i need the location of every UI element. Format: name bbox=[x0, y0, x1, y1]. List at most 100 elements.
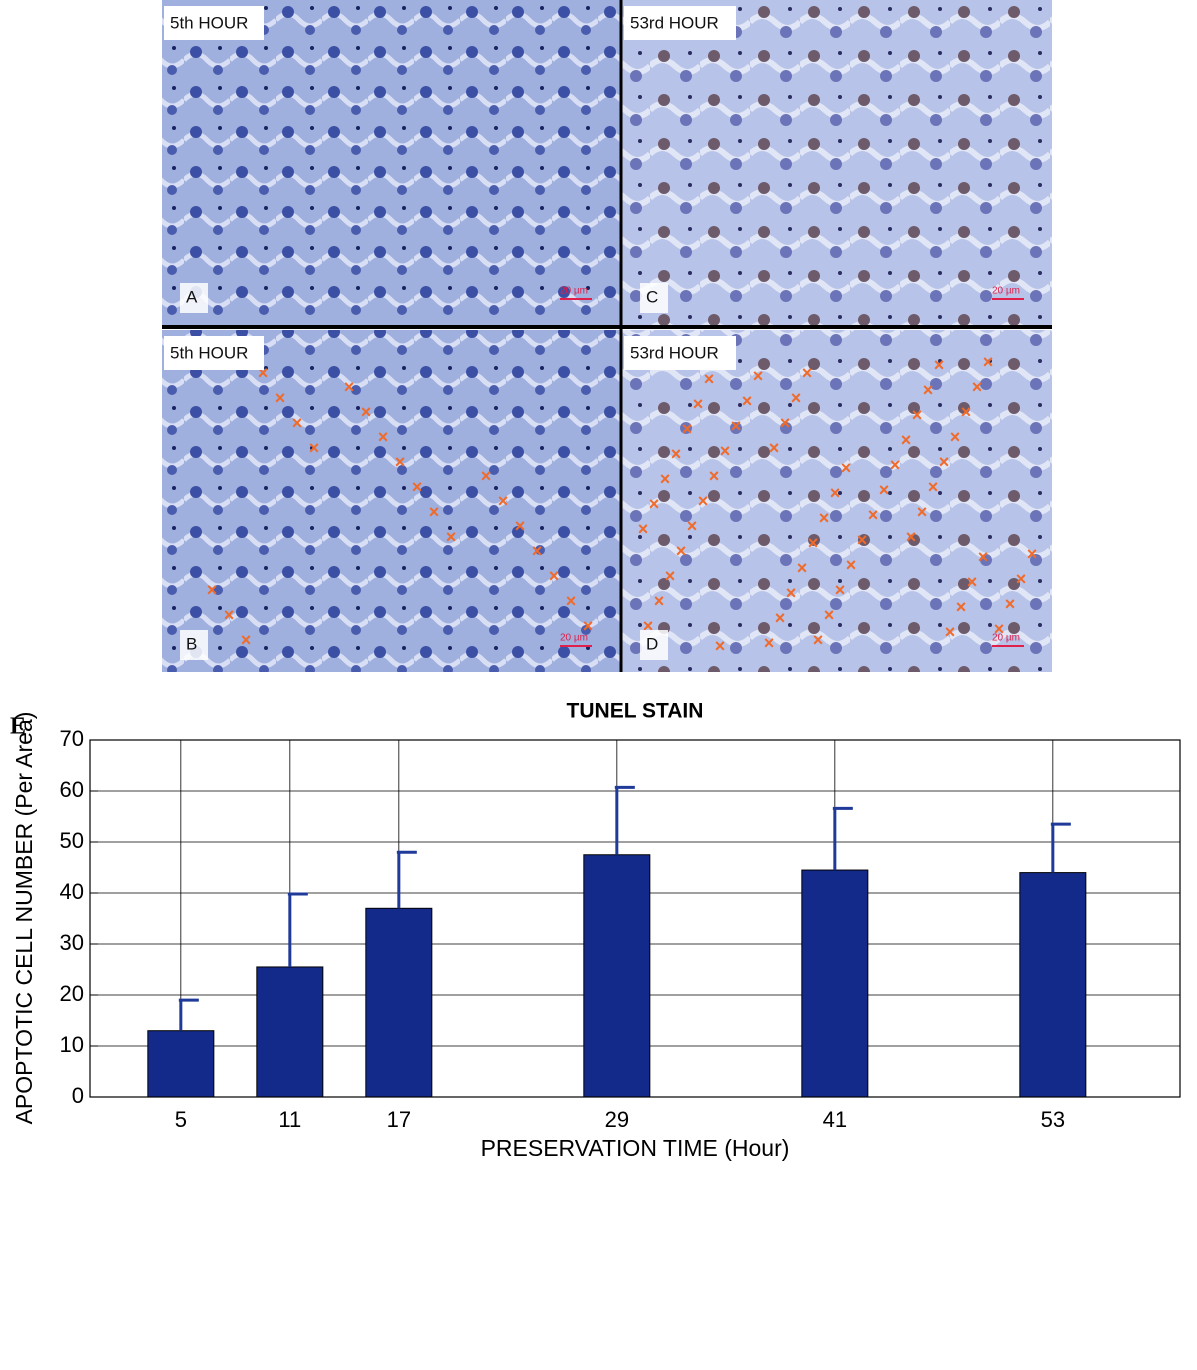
x-marker: × bbox=[412, 477, 423, 497]
x-marker: × bbox=[841, 458, 852, 478]
panel-letter: C bbox=[646, 287, 658, 306]
x-marker: × bbox=[742, 391, 753, 411]
time-label-bg bbox=[164, 6, 264, 40]
x-tick-label: 17 bbox=[387, 1107, 411, 1132]
x-marker: × bbox=[769, 438, 780, 458]
x-marker: × bbox=[813, 630, 824, 650]
x-marker: × bbox=[378, 427, 389, 447]
x-marker: × bbox=[819, 508, 830, 528]
micrograph bbox=[622, 330, 1052, 672]
x-marker: × bbox=[830, 483, 841, 503]
scale-label: 20 µm bbox=[992, 286, 1020, 297]
y-tick-label: 20 bbox=[60, 981, 84, 1006]
x-marker: × bbox=[720, 441, 731, 461]
x-marker: × bbox=[566, 591, 577, 611]
panel-letter: D bbox=[646, 634, 658, 653]
x-marker: × bbox=[978, 547, 989, 567]
bar bbox=[365, 907, 433, 1098]
x-marker: × bbox=[481, 466, 492, 486]
x-marker: × bbox=[687, 516, 698, 536]
x-marker: × bbox=[693, 394, 704, 414]
x-marker: × bbox=[643, 616, 654, 636]
x-marker: × bbox=[967, 572, 978, 592]
x-marker: × bbox=[835, 580, 846, 600]
panel-label: E bbox=[10, 714, 26, 740]
x-marker: × bbox=[498, 491, 509, 511]
x-marker: × bbox=[923, 380, 934, 400]
x-marker: × bbox=[704, 369, 715, 389]
y-tick-label: 30 bbox=[60, 930, 84, 955]
x-marker: × bbox=[583, 616, 594, 636]
x-marker: × bbox=[994, 619, 1005, 639]
y-tick-label: 40 bbox=[60, 879, 84, 904]
micrograph bbox=[622, 0, 1052, 325]
x-marker: × bbox=[780, 413, 791, 433]
x-marker: × bbox=[1005, 594, 1016, 614]
x-marker: × bbox=[879, 480, 890, 500]
y-tick-label: 70 bbox=[60, 726, 84, 751]
x-marker: × bbox=[906, 527, 917, 547]
x-marker: × bbox=[676, 541, 687, 561]
x-marker: × bbox=[654, 591, 665, 611]
bar bbox=[256, 966, 324, 1098]
x-marker: × bbox=[775, 608, 786, 628]
plot-frame bbox=[89, 739, 1181, 1098]
x-marker: × bbox=[649, 494, 660, 514]
time-label-bg bbox=[624, 336, 736, 370]
x-marker: × bbox=[731, 416, 742, 436]
x-marker: × bbox=[901, 430, 912, 450]
x-marker: × bbox=[791, 388, 802, 408]
x-marker: × bbox=[715, 636, 726, 656]
x-marker: × bbox=[890, 455, 901, 475]
x-tick-label: 53 bbox=[1041, 1107, 1065, 1132]
y-tick-label: 10 bbox=[60, 1032, 84, 1057]
panel-letter-bg bbox=[640, 283, 668, 313]
x-marker: × bbox=[258, 363, 269, 383]
x-marker: × bbox=[972, 377, 983, 397]
panel-letter-bg bbox=[640, 630, 668, 660]
scale-label: 20 µm bbox=[560, 633, 588, 644]
x-marker: × bbox=[786, 583, 797, 603]
bar bbox=[1019, 872, 1087, 1098]
bar bbox=[147, 1030, 215, 1098]
x-marker: × bbox=[344, 377, 355, 397]
x-marker: × bbox=[395, 452, 406, 472]
x-marker: × bbox=[660, 469, 671, 489]
x-marker: × bbox=[961, 402, 972, 422]
x-marker: × bbox=[753, 366, 764, 386]
x-marker: × bbox=[802, 363, 813, 383]
x-axis-label: PRESERVATION TIME (Hour) bbox=[481, 1135, 790, 1161]
x-marker: × bbox=[224, 605, 235, 625]
x-tick-label: 41 bbox=[823, 1107, 847, 1132]
x-marker: × bbox=[808, 533, 819, 553]
chart: E TUNEL STAIN PRESERVATION TIME (Hour) A… bbox=[10, 700, 1181, 1161]
y-tick-label: 50 bbox=[60, 828, 84, 853]
x-marker: × bbox=[764, 633, 775, 653]
x-marker: × bbox=[983, 352, 994, 372]
x-marker: × bbox=[698, 491, 709, 511]
x-marker: × bbox=[934, 355, 945, 375]
x-marker: × bbox=[928, 477, 939, 497]
marker-overlay: ××××××××××××××××××××××××××××××××××××××××… bbox=[632, 349, 1038, 656]
bar bbox=[583, 854, 651, 1098]
time-label: 53rd HOUR bbox=[630, 13, 719, 32]
x-marker: × bbox=[429, 502, 440, 522]
x-marker: × bbox=[665, 566, 676, 586]
panel-letter: B bbox=[186, 634, 197, 653]
x-marker: × bbox=[912, 405, 923, 425]
x-marker: × bbox=[868, 505, 879, 525]
panel-letter-bg bbox=[180, 283, 208, 313]
x-marker: × bbox=[361, 402, 372, 422]
x-marker: × bbox=[671, 444, 682, 464]
x-tick-label: 11 bbox=[278, 1107, 301, 1132]
scale-label: 20 µm bbox=[560, 286, 588, 297]
x-marker: × bbox=[857, 530, 868, 550]
x-marker: × bbox=[549, 566, 560, 586]
micrograph bbox=[162, 330, 620, 672]
micrograph bbox=[162, 0, 620, 325]
x-marker: × bbox=[275, 388, 286, 408]
x-marker: × bbox=[241, 630, 252, 650]
x-marker: × bbox=[207, 580, 218, 600]
y-axis-label: APOPTOTIC CELL NUMBER (Per Area) bbox=[11, 712, 37, 1125]
